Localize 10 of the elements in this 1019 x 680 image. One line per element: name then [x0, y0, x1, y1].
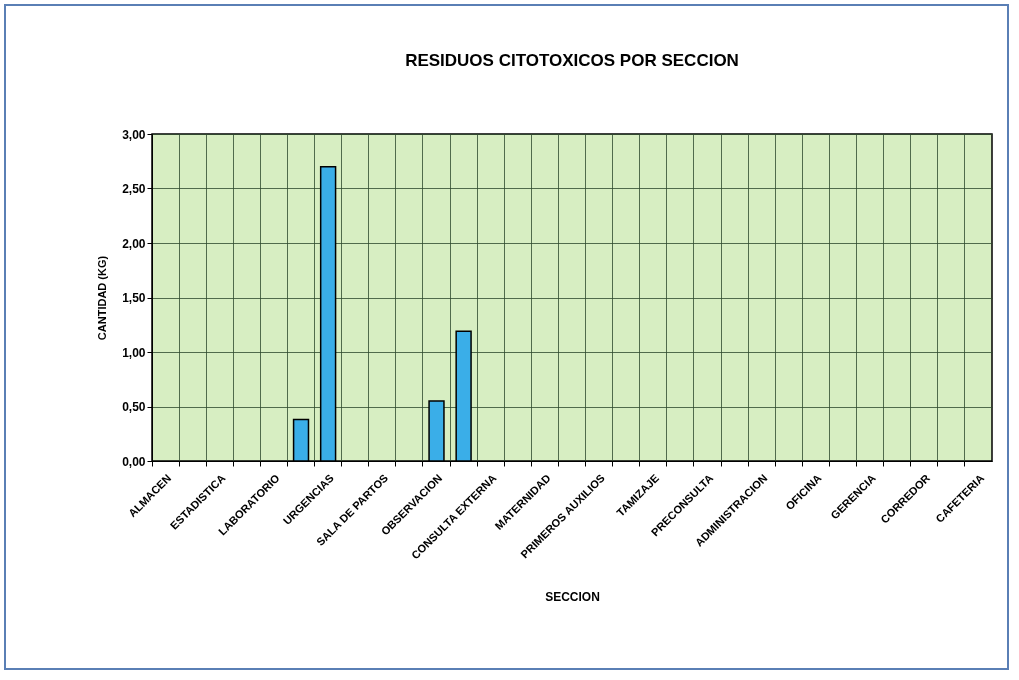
y-tick-label: 1,50 [122, 291, 146, 305]
chart-title: RESIDUOS CITOTOXICOS POR SECCION [405, 51, 739, 70]
y-tick-label: 1,00 [122, 345, 146, 360]
y-tick-label: 2,50 [122, 182, 146, 196]
x-axis-title: SECCION [545, 589, 600, 604]
y-tick-label: 3,00 [122, 127, 146, 142]
y-tick-label: 0,50 [122, 400, 146, 414]
y-axis-title: CANTIDAD (KG) [96, 255, 109, 341]
y-tick-label: 0,00 [122, 454, 146, 469]
y-tick-label: 2,00 [122, 236, 146, 251]
